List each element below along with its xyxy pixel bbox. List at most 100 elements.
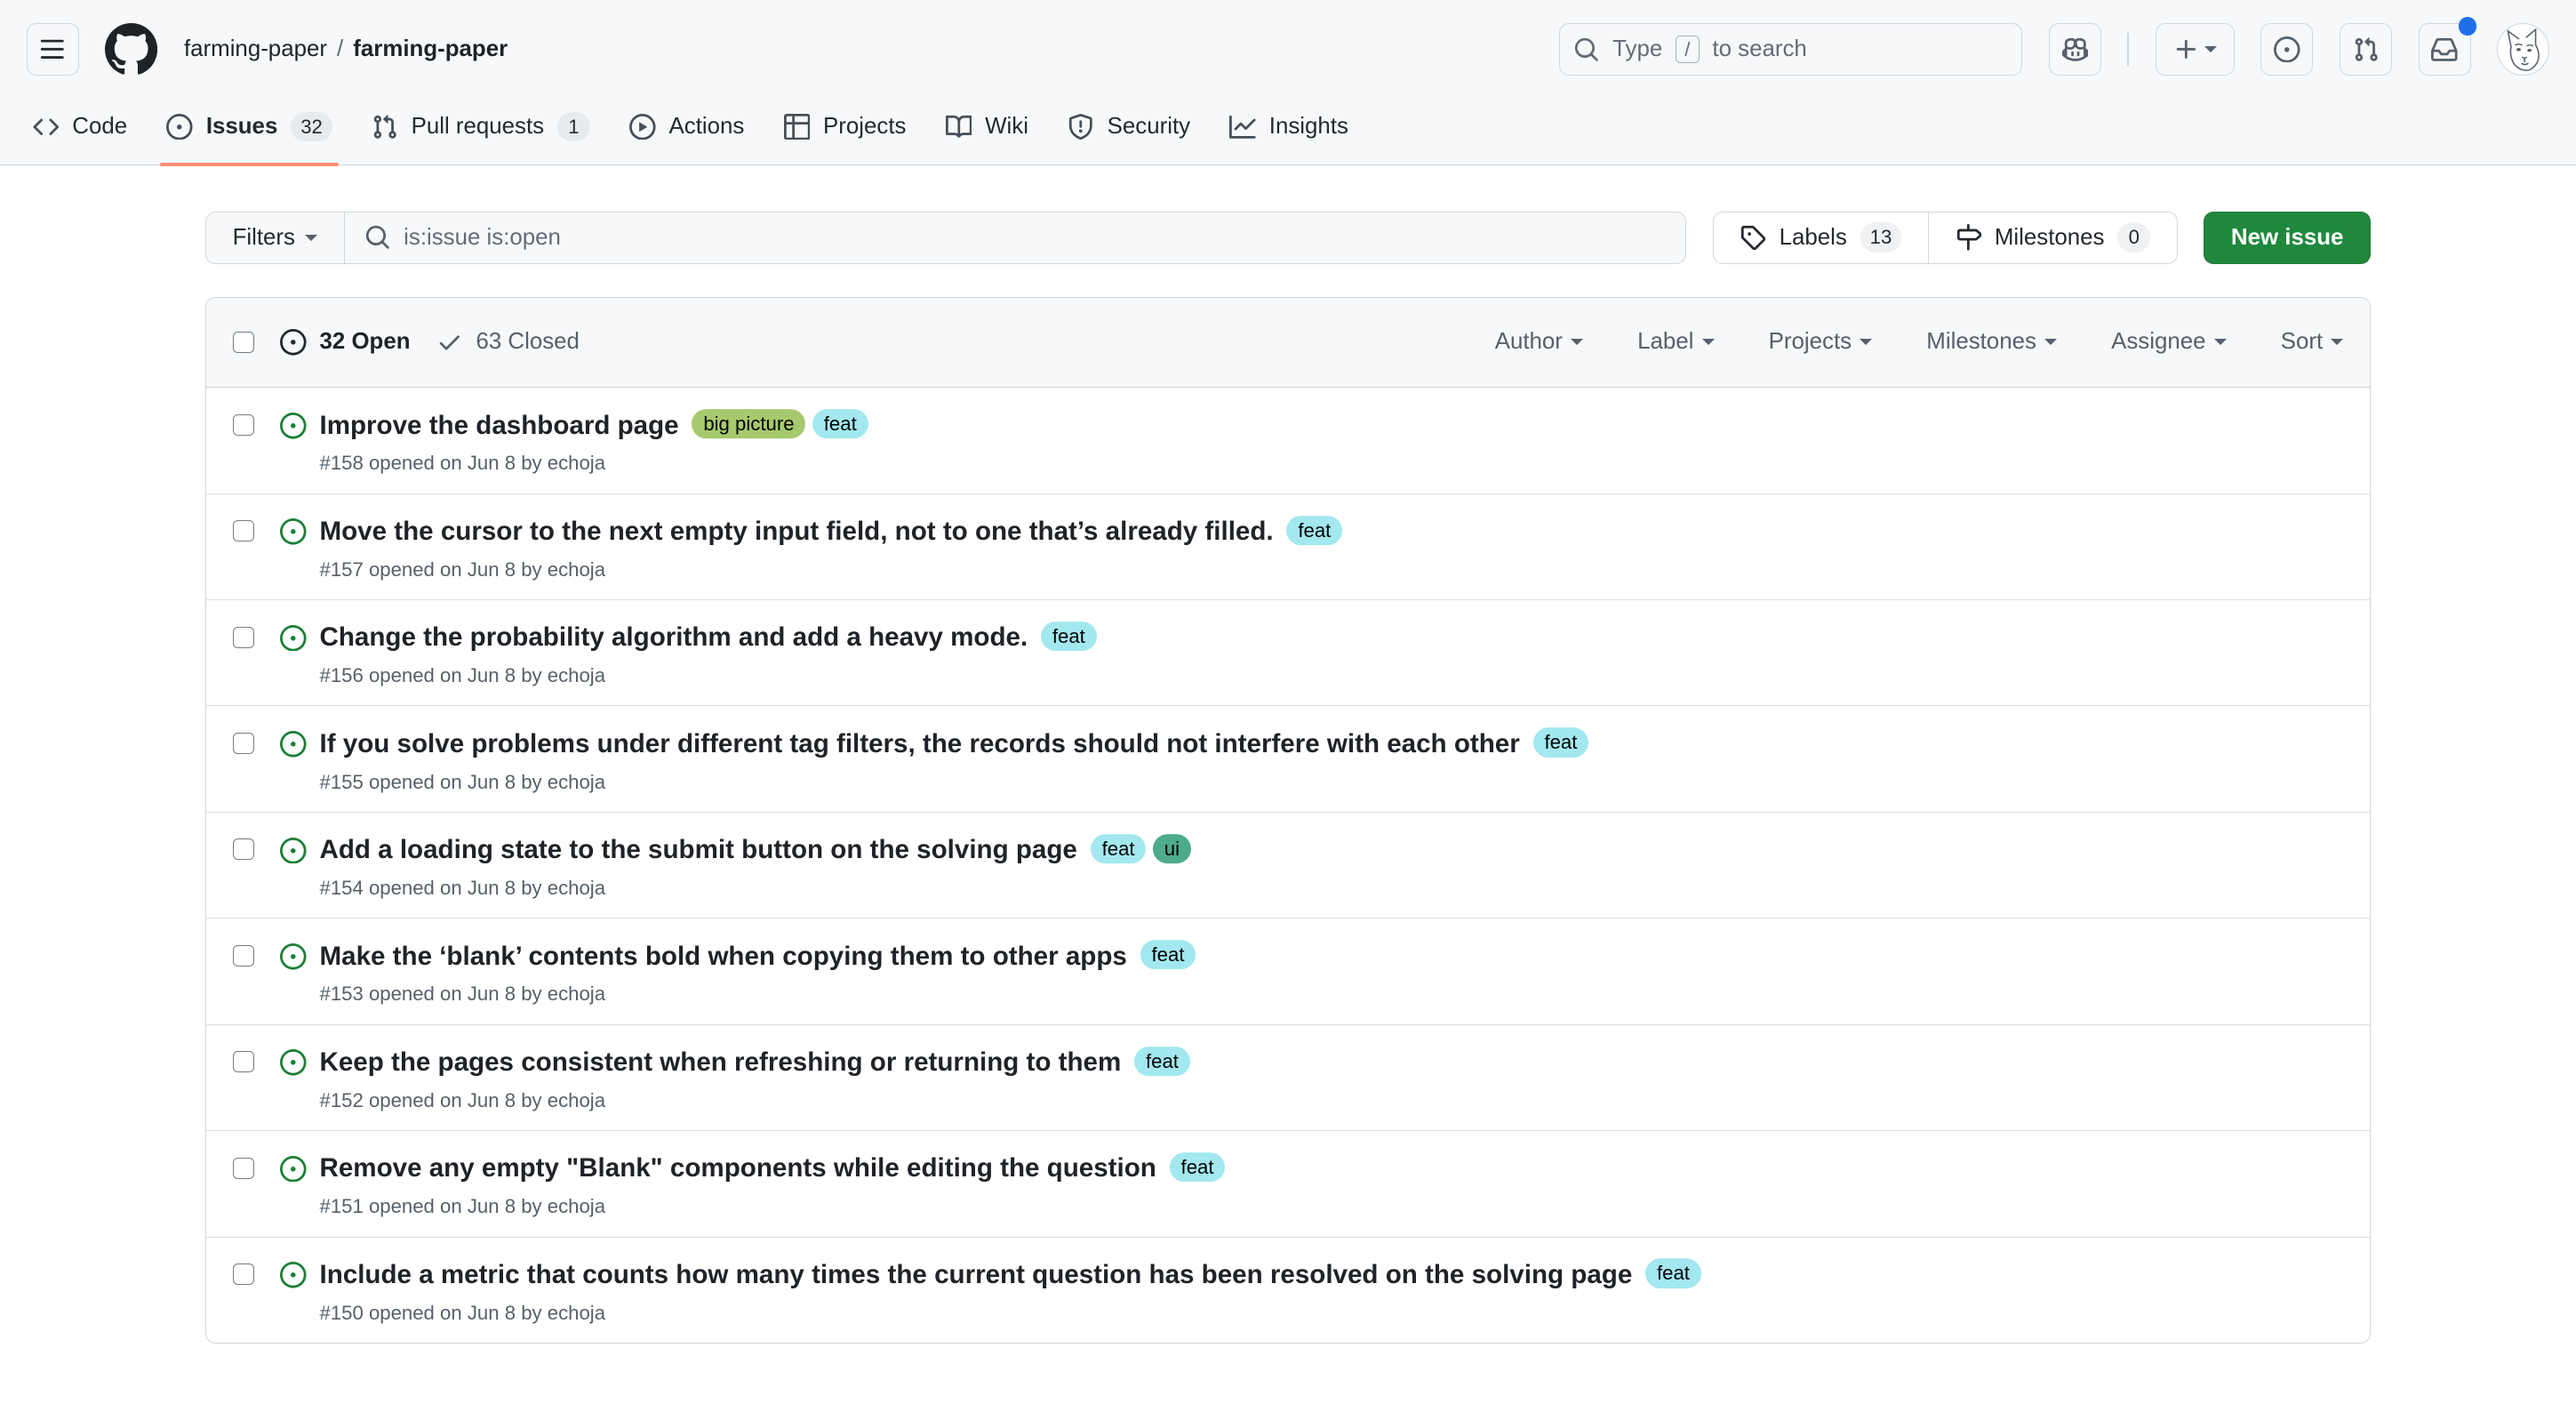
- issue-label[interactable]: feat: [1286, 515, 1343, 545]
- issue-label[interactable]: feat: [1090, 833, 1147, 864]
- tab-security[interactable]: Security: [1048, 89, 1210, 164]
- issue-label[interactable]: feat: [1532, 727, 1589, 758]
- github-logo-icon[interactable]: [105, 22, 158, 76]
- author-filter-dropdown[interactable]: Author: [1495, 329, 1584, 355]
- header-divider: [2127, 32, 2130, 66]
- issue-title-link[interactable]: Improve the dashboard page: [319, 410, 679, 440]
- issue-checkbox[interactable]: [232, 1264, 254, 1286]
- projects-filter-label: Projects: [1768, 329, 1852, 355]
- issue-row: Remove any empty "Blank" components whil…: [206, 1130, 2370, 1236]
- user-avatar[interactable]: [2497, 22, 2550, 76]
- projects-filter-dropdown[interactable]: Projects: [1769, 329, 1873, 355]
- issues-search-input[interactable]: is:issue is:open: [345, 213, 1686, 263]
- hamburger-menu-button[interactable]: [26, 22, 79, 76]
- issue-open-icon: [280, 1155, 307, 1183]
- chevron-down-icon: [2331, 339, 2344, 346]
- play-icon: [629, 113, 656, 140]
- tab-issues[interactable]: Issues 32: [147, 89, 352, 166]
- issue-labels: feat ui: [1090, 833, 1191, 864]
- open-issues-toggle[interactable]: 32 Open: [280, 329, 411, 356]
- main-content: Filters is:issue is:open Labels 13: [179, 211, 2396, 1344]
- issue-title-link[interactable]: Change the probability algorithm and add…: [319, 622, 1028, 653]
- tab-actions[interactable]: Actions: [610, 89, 764, 164]
- breadcrumb-repo-link[interactable]: farming-paper: [353, 36, 508, 61]
- your-issues-button[interactable]: [2260, 22, 2314, 76]
- breadcrumb-owner-link[interactable]: farming-paper: [183, 36, 327, 61]
- repo-tab-nav: Code Issues 32 Pull requests 1 Actions: [0, 89, 2576, 166]
- app-header: farming-paper / farming-paper Type / to se…: [0, 0, 2576, 166]
- git-pull-request-icon: [2353, 36, 2380, 63]
- issue-meta: #156 opened on Jun 8 by echoja: [319, 664, 606, 687]
- issue-meta: #157 opened on Jun 8 by echoja: [319, 558, 606, 581]
- assignee-filter-label: Assignee: [2111, 329, 2206, 355]
- select-all-checkbox[interactable]: [232, 331, 254, 353]
- issue-label[interactable]: feat: [1645, 1258, 1701, 1288]
- global-search-input[interactable]: Type / to search: [1559, 22, 2023, 76]
- tab-pull-requests[interactable]: Pull requests 1: [352, 89, 610, 164]
- git-pull-request-icon: [372, 114, 398, 140]
- chevron-down-icon: [1701, 339, 1715, 346]
- new-issue-button[interactable]: New issue: [2204, 211, 2371, 264]
- sort-filter-dropdown[interactable]: Sort: [2281, 329, 2344, 355]
- issue-checkbox[interactable]: [232, 1157, 254, 1179]
- breadcrumb: farming-paper / farming-paper: [184, 36, 508, 62]
- issue-checkbox[interactable]: [232, 520, 254, 542]
- issue-title-link[interactable]: Make the ‘blank’ contents bold when copy…: [319, 941, 1127, 971]
- milestone-icon: [1956, 224, 1982, 251]
- issue-labels: big picture feat: [692, 409, 868, 439]
- tab-label: Issues: [205, 113, 278, 139]
- issue-meta: #153 opened on Jun 8 by echoja: [319, 983, 606, 1006]
- tab-wiki[interactable]: Wiki: [926, 89, 1049, 164]
- issue-label[interactable]: big picture: [692, 409, 806, 439]
- issue-checkbox[interactable]: [232, 838, 254, 861]
- label-filter-dropdown[interactable]: Label: [1637, 329, 1715, 355]
- issue-title-link[interactable]: Keep the pages consistent when refreshin…: [319, 1047, 1122, 1078]
- issue-meta: #155 opened on Jun 8 by echoja: [319, 770, 606, 793]
- issue-label[interactable]: feat: [1169, 1152, 1226, 1183]
- issues-list: Improve the dashboard page big picture fe…: [206, 388, 2370, 1343]
- issue-title-link[interactable]: Add a loading state to the submit button…: [319, 835, 1077, 865]
- copilot-button[interactable]: [2048, 22, 2101, 76]
- issue-title-link[interactable]: Move the cursor to the next empty input …: [319, 517, 1274, 546]
- chevron-down-icon: [1571, 339, 1584, 346]
- copilot-icon: [2061, 36, 2089, 63]
- issue-row: Move the cursor to the next empty input …: [206, 493, 2370, 599]
- issue-title-link[interactable]: If you solve problems under different ta…: [319, 728, 1520, 758]
- issue-row: Include a metric that counts how many ti…: [206, 1236, 2370, 1343]
- table-icon: [783, 113, 811, 140]
- milestones-count-badge: 0: [2117, 222, 2151, 253]
- tab-insights[interactable]: Insights: [1210, 89, 1368, 164]
- issue-label[interactable]: feat: [1134, 1046, 1190, 1076]
- your-pull-requests-button[interactable]: [2339, 22, 2392, 76]
- milestones-button[interactable]: Milestones 0: [1927, 212, 2177, 263]
- plus-icon: [2173, 36, 2200, 63]
- sort-filter-label: Sort: [2280, 329, 2324, 355]
- issues-count-badge: 32: [291, 111, 332, 141]
- labels-button[interactable]: Labels 13: [1714, 213, 1928, 263]
- issue-checkbox[interactable]: [232, 733, 254, 755]
- closed-issues-toggle[interactable]: 63 Closed: [436, 329, 580, 356]
- filters-dropdown-label: Filters: [232, 224, 295, 250]
- issue-label[interactable]: ui: [1152, 833, 1191, 864]
- issue-checkbox[interactable]: [232, 626, 254, 648]
- tab-projects[interactable]: Projects: [764, 89, 926, 164]
- issue-label[interactable]: feat: [812, 409, 868, 439]
- pull-requests-count-badge: 1: [556, 111, 590, 141]
- issue-open-icon: [280, 1049, 307, 1076]
- issue-title-link[interactable]: Remove any empty "Blank" components whil…: [319, 1153, 1156, 1183]
- issue-checkbox[interactable]: [232, 1051, 254, 1073]
- inbox-button[interactable]: [2418, 17, 2477, 76]
- tab-code[interactable]: Code: [13, 89, 148, 164]
- tab-label: Code: [72, 113, 128, 139]
- issue-checkbox[interactable]: [232, 413, 254, 436]
- issue-labels: feat: [1134, 1046, 1190, 1076]
- issue-checkbox[interactable]: [232, 944, 254, 967]
- create-new-button[interactable]: [2155, 22, 2235, 76]
- assignee-filter-dropdown[interactable]: Assignee: [2111, 329, 2227, 355]
- issue-label[interactable]: feat: [1140, 940, 1196, 970]
- milestones-filter-dropdown[interactable]: Milestones: [1926, 329, 2058, 355]
- issue-title-link[interactable]: Include a metric that counts how many ti…: [319, 1259, 1633, 1289]
- issue-label[interactable]: feat: [1040, 622, 1097, 652]
- tab-label: Projects: [823, 113, 907, 139]
- filters-dropdown-button[interactable]: Filters: [206, 212, 345, 263]
